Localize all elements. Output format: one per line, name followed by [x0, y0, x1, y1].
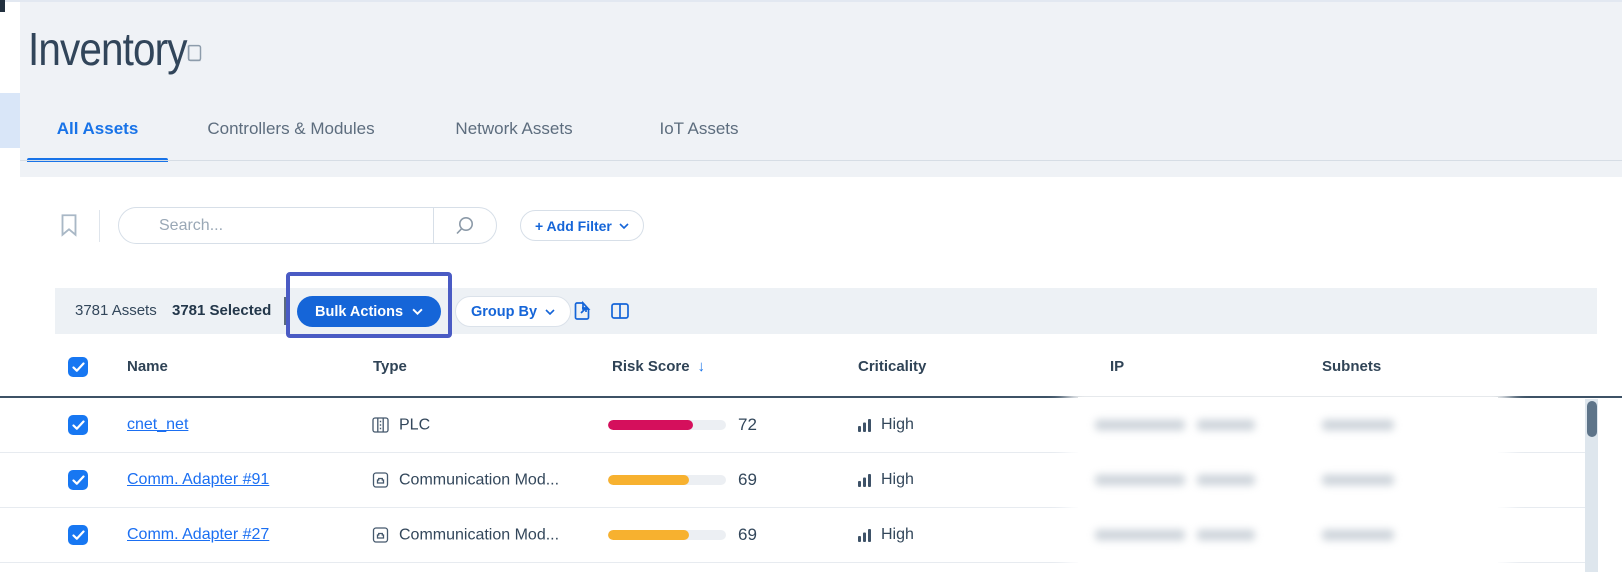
criticality-label: High [881, 416, 914, 433]
asset-type-label: PLC [399, 416, 431, 433]
asset-type-label: Communication Mod... [399, 526, 560, 543]
selected-count: 3781 Selected [172, 302, 272, 319]
asset-name-link[interactable]: Comm. Adapter #91 [127, 471, 270, 488]
table-toolbar: 3781 Assets 3781 Selected Bulk Actions G… [55, 288, 1597, 334]
tab-controllers-modules[interactable]: Controllers & Modules [207, 119, 375, 138]
row-checkbox[interactable] [68, 470, 88, 490]
select-all-checkbox[interactable] [68, 357, 88, 377]
divider [99, 210, 100, 242]
corner-mark [0, 0, 5, 12]
top-border [0, 0, 1622, 2]
columns-icon[interactable] [608, 299, 632, 323]
tab-all-assets[interactable]: All Assets [27, 105, 168, 162]
asset-name-link[interactable]: cnet_net [127, 416, 189, 433]
risk-score-value: 72 [738, 415, 757, 434]
chevron-down-icon [412, 308, 423, 315]
bulk-actions-button[interactable]: Bulk Actions [297, 296, 442, 327]
chevron-down-icon [545, 308, 555, 315]
table-row: cnet_net PLC 72 [0, 398, 1585, 453]
search-box [118, 207, 497, 244]
risk-score-bar [608, 530, 726, 540]
risk-score-value: 69 [738, 525, 757, 544]
risk-score-value: 69 [738, 470, 757, 489]
ip-redacted [1095, 474, 1255, 486]
bar-chart-icon [858, 418, 872, 432]
comm-module-icon [371, 526, 390, 545]
column-header-subnets[interactable]: Subnets [1322, 358, 1382, 375]
export-icon[interactable] [570, 299, 594, 323]
left-edge-highlight [0, 93, 20, 148]
comm-module-icon [371, 471, 390, 490]
risk-score-bar [608, 475, 726, 485]
asset-name-link[interactable]: Comm. Adapter #27 [127, 526, 270, 543]
subnets-redacted [1322, 529, 1394, 541]
column-header-type[interactable]: Type [373, 358, 407, 375]
arrow-down-icon[interactable]: ↓ [697, 358, 706, 375]
plc-icon [371, 416, 390, 435]
subnets-redacted [1322, 474, 1394, 486]
bar-chart-icon [858, 528, 872, 542]
divider [284, 297, 286, 325]
criticality-label: High [881, 526, 914, 543]
search-input[interactable] [119, 216, 433, 235]
criticality-label: High [881, 471, 914, 488]
table-row: Comm. Adapter #27 Communication Mod... 6… [0, 508, 1585, 563]
column-header-criticality[interactable]: Criticality [858, 358, 927, 375]
chevron-down-icon [619, 222, 629, 229]
ip-redacted [1095, 419, 1255, 431]
scrollbar-thumb[interactable] [1586, 401, 1597, 437]
column-header-risk-score[interactable]: Risk Score ↓ [612, 358, 706, 375]
tab-bar-border [20, 160, 1622, 161]
ip-redacted [1095, 529, 1255, 541]
divider [433, 208, 434, 243]
bar-chart-icon [858, 473, 872, 487]
tab-bar: All Assets Controllers & Modules Network… [0, 105, 1622, 162]
table-header: Name Type Risk Score ↓ Criticality IP Sub… [0, 336, 1622, 398]
vertical-scrollbar[interactable] [1585, 399, 1598, 572]
search-icon[interactable] [434, 208, 496, 243]
bookmark-icon[interactable] [56, 211, 82, 239]
table-row: Comm. Adapter #91 Communication Mod... 6… [0, 453, 1585, 508]
column-header-name[interactable]: Name [127, 358, 168, 375]
table-body: cnet_net PLC 72 [0, 398, 1622, 563]
asset-type-label: Communication Mod... [399, 471, 560, 488]
tab-iot-assets[interactable]: IoT Assets [659, 119, 739, 138]
assets-count: 3781 Assets [75, 302, 157, 319]
group-by-button[interactable]: Group By [455, 296, 572, 327]
tab-network-assets[interactable]: Network Assets [455, 119, 573, 138]
risk-score-bar [608, 420, 726, 430]
column-header-ip[interactable]: IP [1110, 358, 1125, 375]
page-title: Inventory [28, 23, 187, 75]
subnets-redacted [1322, 419, 1394, 431]
book-icon[interactable] [184, 42, 206, 64]
add-filter-button[interactable]: + Add Filter [520, 210, 644, 241]
row-checkbox[interactable] [68, 525, 88, 545]
page-header-background [20, 2, 1622, 177]
row-checkbox[interactable] [68, 415, 88, 435]
